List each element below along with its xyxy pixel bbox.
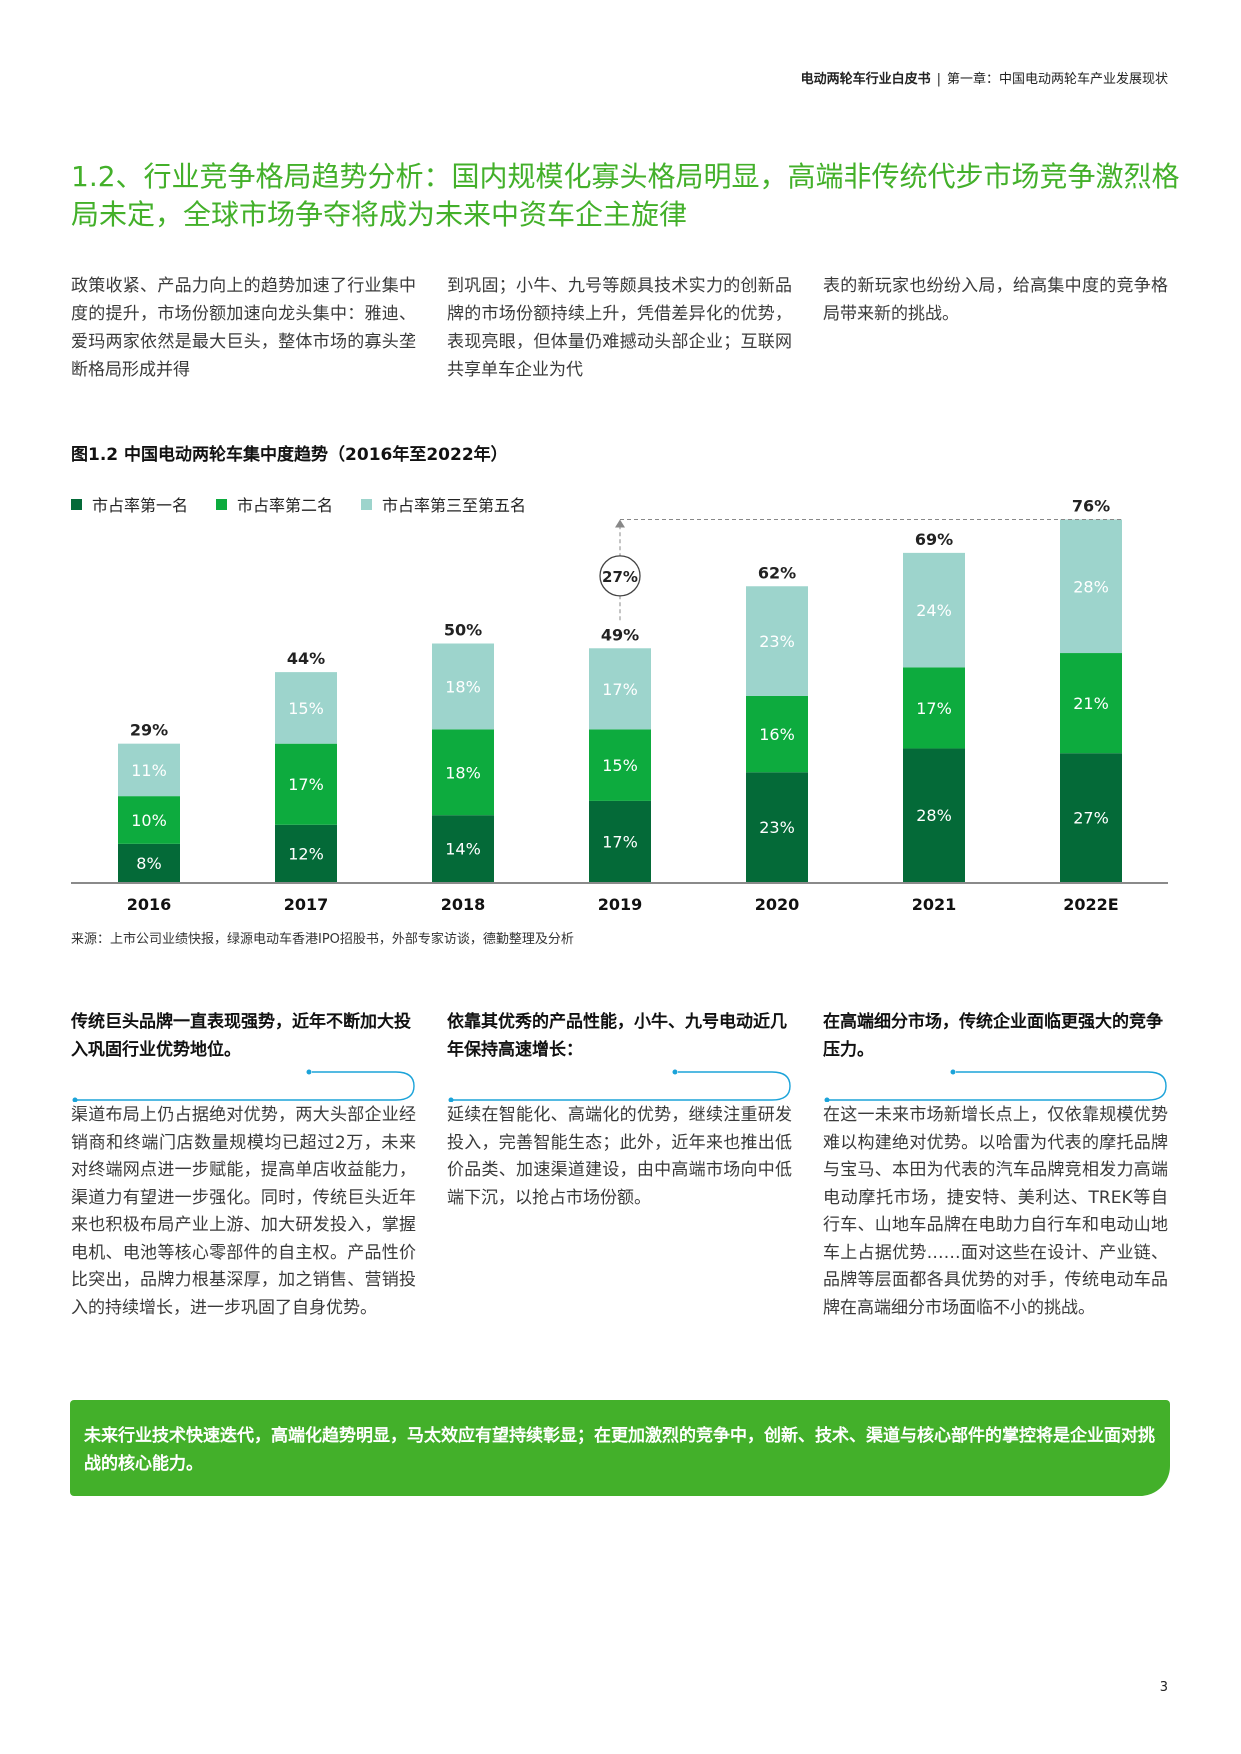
column-heading: 在高端细分市场，传统企业面临更强大的竞争压力。 <box>823 1012 1163 1060</box>
bar-segment <box>118 843 180 882</box>
total-label: 49% <box>601 625 639 644</box>
column-divider-icon <box>447 1064 792 1103</box>
bar-segment <box>746 586 808 696</box>
segment-label: 21% <box>1073 694 1109 713</box>
legend-label: 市占率第三至第五名 <box>382 496 527 515</box>
segment-label: 16% <box>759 725 795 744</box>
legend-item-first: 市占率第一名 <box>71 492 188 516</box>
total-label: 69% <box>915 530 953 549</box>
figure-title: 图1.2 中国电动两轮车集中度趋势（2016年至2022年） <box>71 445 508 465</box>
page-header: 电动两轮车行业白皮书 | 第一章：中国电动两轮车产业发展现状 <box>801 68 1168 87</box>
bar-segment <box>589 800 651 882</box>
x-tick-label: 2017 <box>284 895 329 914</box>
bar-segment <box>275 672 337 744</box>
segment-label: 18% <box>445 763 481 782</box>
legend-swatch <box>71 498 82 510</box>
legend-swatch <box>361 498 373 510</box>
column-divider-icon <box>71 1064 416 1103</box>
segment-label: 23% <box>759 818 795 837</box>
intro-column-3: 表的新玩家也纷纷入局，给高集中度的竞争格局带来新的挑战。 <box>823 276 1168 324</box>
chapter-title: 第一章：中国电动两轮车产业发展现状 <box>946 72 1168 87</box>
bar-segment <box>589 648 651 730</box>
intro-column-1: 政策收紧、产品力向上的趋势加速了行业集中度的提升，市场份额加速向龙头集中：雅迪、… <box>71 276 416 380</box>
bar-segment <box>118 743 180 797</box>
segment-label: 17% <box>288 775 324 794</box>
intro-column-2: 到巩固；小牛、九号等颇具技术实力的创新品牌的市场份额持续上升，凭借差异化的优势，… <box>447 276 792 380</box>
chart-source: 来源：上市公司业绩快报，绿源电动车香港IPO招股书，外部专家访谈，德勤整理及分析 <box>71 932 574 947</box>
bar-segment <box>1060 519 1122 654</box>
total-label: 76% <box>1072 500 1110 515</box>
segment-label: 11% <box>131 761 167 780</box>
segment-label: 28% <box>916 806 952 825</box>
x-tick-label: 2018 <box>441 895 486 914</box>
segment-label: 10% <box>131 811 167 830</box>
page-number: 3 <box>1159 1680 1168 1695</box>
segment-label: 8% <box>136 854 161 873</box>
segment-label: 23% <box>759 632 795 651</box>
insight-column-1: 传统巨头品牌一直表现强势，近年不断加大投入巩固行业优势地位。 渠道布局上仍占据绝… <box>71 1008 416 1322</box>
doc-title: 电动两轮车行业白皮书 <box>800 72 931 87</box>
column-body: 在这一未来市场新增长点上，仅依靠规模优势难以构建绝对优势。以哈雷为代表的摩托品牌… <box>823 1105 1168 1318</box>
column-body: 渠道布局上仍占据绝对优势，两大头部企业经销商和终端门店数量规模均已超过2万，未来… <box>71 1105 416 1318</box>
banner-text: 未来行业技术快速迭代，高端化趋势明显，马太效应有望持续彰显；在更加激烈的竞争中，… <box>84 1426 1155 1474</box>
annotation-circle <box>599 555 641 597</box>
header-separator: | <box>936 72 941 87</box>
legend-item-second: 市占率第二名 <box>216 492 333 516</box>
segment-label: 27% <box>1073 809 1109 828</box>
x-tick-label: 2020 <box>755 895 800 914</box>
segment-label: 28% <box>1073 577 1109 596</box>
bar-segment <box>118 796 180 844</box>
segment-label: 15% <box>288 699 324 718</box>
column-divider-icon <box>823 1064 1168 1103</box>
bar-segment <box>589 729 651 801</box>
bar-segment <box>903 552 965 668</box>
column-heading: 依靠其优秀的产品性能，小牛、九号电动近几年保持高速增长： <box>447 1012 787 1060</box>
bar-segment <box>746 695 808 773</box>
bar-segment <box>1060 753 1122 882</box>
total-label: 62% <box>758 563 796 582</box>
column-body: 延续在智能化、高端化的优势，继续注重研发投入，完善智能生态；此外，近年来也推出低… <box>447 1105 792 1208</box>
bar-segment <box>275 824 337 882</box>
x-tick-label: 2016 <box>127 895 172 914</box>
stacked-bar-chart: 8% 10% 11% 29% 2016 12% 17% 15% 44% 2017 14% 18% 18%… <box>71 500 1168 914</box>
segment-label: 17% <box>916 699 952 718</box>
bar-segment <box>1060 653 1122 754</box>
total-label: 50% <box>444 621 482 640</box>
segment-label: 17% <box>602 832 638 851</box>
x-tick-label: 2019 <box>598 895 643 914</box>
bar-segment <box>432 643 494 730</box>
total-label: 29% <box>130 721 168 740</box>
segment-label: 18% <box>445 677 481 696</box>
column-heading: 传统巨头品牌一直表现强势，近年不断加大投入巩固行业优势地位。 <box>71 1012 411 1060</box>
chart-legend: 市占率第一名 市占率第二名 市占率第三至第五名 <box>71 492 526 516</box>
bar-segment <box>903 748 965 882</box>
segment-label: 14% <box>445 840 481 859</box>
x-tick-label: 2022E <box>1063 895 1118 914</box>
annotation-label: 27% <box>602 568 638 586</box>
section-title: 1.2、行业竞争格局趋势分析：国内规模化寡头格局明显，高端非传统代步市场竞争激烈… <box>71 160 1180 231</box>
annotation-arrow-icon <box>615 519 625 528</box>
segment-label: 24% <box>916 601 952 620</box>
x-tick-label: 2021 <box>912 895 957 914</box>
legend-item-third-fifth: 市占率第三至第五名 <box>361 492 526 516</box>
total-label: 44% <box>287 649 325 668</box>
segment-label: 15% <box>602 756 638 775</box>
bar-segment <box>746 772 808 882</box>
legend-swatch <box>216 498 228 510</box>
segment-label: 12% <box>288 844 324 863</box>
bar-segment <box>432 815 494 882</box>
bar-segment <box>432 729 494 816</box>
bar-segment <box>903 667 965 749</box>
legend-label: 市占率第一名 <box>92 496 189 515</box>
bar-segment <box>275 743 337 825</box>
insight-column-3: 在高端细分市场，传统企业面临更强大的竞争压力。 在这一未来市场新增长点上，仅依靠… <box>823 1008 1168 1322</box>
legend-label: 市占率第二名 <box>237 496 334 515</box>
summary-banner: 未来行业技术快速迭代，高端化趋势明显，马太效应有望持续彰显；在更加激烈的竞争中，… <box>70 1400 1170 1496</box>
insight-column-2: 依靠其优秀的产品性能，小牛、九号电动近几年保持高速增长： 延续在智能化、高端化的… <box>447 1008 792 1212</box>
segment-label: 17% <box>602 680 638 699</box>
